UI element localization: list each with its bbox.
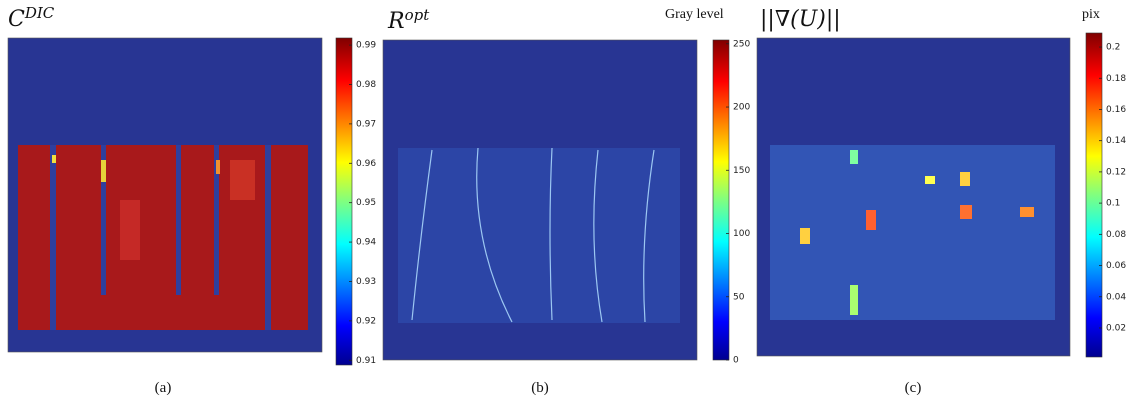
title-sup: opt	[405, 6, 431, 24]
title-main: ||∇(U)||	[760, 7, 841, 32]
colorbar-tick-label: 100	[733, 229, 750, 239]
colorbar-tick-label: 0.93	[356, 277, 376, 287]
panel-title: Ropt	[387, 6, 430, 34]
colorbar-tick-label: 0.98	[356, 80, 376, 90]
colorbar-tick-label: 0.92	[356, 316, 376, 326]
colorbar-tick-label: 0.97	[356, 119, 376, 129]
colorbar-label: pix	[1082, 7, 1100, 22]
colorbar-tick-label: 150	[733, 166, 750, 176]
caption: (c)	[905, 380, 922, 396]
colorbar-tick-label: 0.1	[1106, 199, 1120, 209]
colorbar-tick-label: 0.18	[1106, 74, 1126, 84]
colorbar-tick-label: 0.2	[1106, 43, 1120, 53]
colorbar-tick-label: 0.16	[1106, 105, 1126, 115]
title-sup: DIC	[24, 4, 55, 22]
colorbar-label: Gray level	[665, 7, 724, 22]
panel-title: ||∇(U)||	[760, 7, 841, 32]
colorbar-tick-label: 0.04	[1106, 292, 1126, 302]
title-main: C	[8, 7, 25, 32]
colorbar-tick-label: 0.94	[356, 238, 376, 248]
colorbar-tick-label: 0.99	[356, 41, 376, 51]
colorbar-tick-label: 0.12	[1106, 167, 1126, 177]
colorbar-tick-label: 250	[733, 39, 750, 49]
heatmap-field	[7, 37, 323, 353]
panel-title: CDIC	[8, 4, 55, 32]
colorbar-tick-label: 0.91	[356, 356, 376, 366]
colorbar-tick-label: 0.96	[356, 159, 376, 169]
colorbar	[335, 37, 353, 366]
colorbar-tick-label: 200	[733, 103, 750, 113]
caption: (a)	[155, 380, 172, 396]
heatmap-field	[382, 39, 698, 361]
colorbar-tick-label: 0.14	[1106, 136, 1126, 146]
caption: (b)	[531, 380, 549, 396]
colorbar-tick-label: 0.06	[1106, 261, 1126, 271]
colorbar	[1085, 32, 1103, 358]
title-main: R	[387, 9, 405, 34]
colorbar-tick-label: 0.02	[1106, 323, 1126, 333]
colorbar-tick-label: 0.95	[356, 198, 376, 208]
colorbar-tick-label: 50	[733, 292, 745, 302]
colorbar-tick-label: 0.08	[1106, 230, 1126, 240]
heatmap-field	[756, 37, 1071, 357]
colorbar	[712, 39, 730, 361]
colorbar-tick-label: 0	[733, 356, 739, 366]
